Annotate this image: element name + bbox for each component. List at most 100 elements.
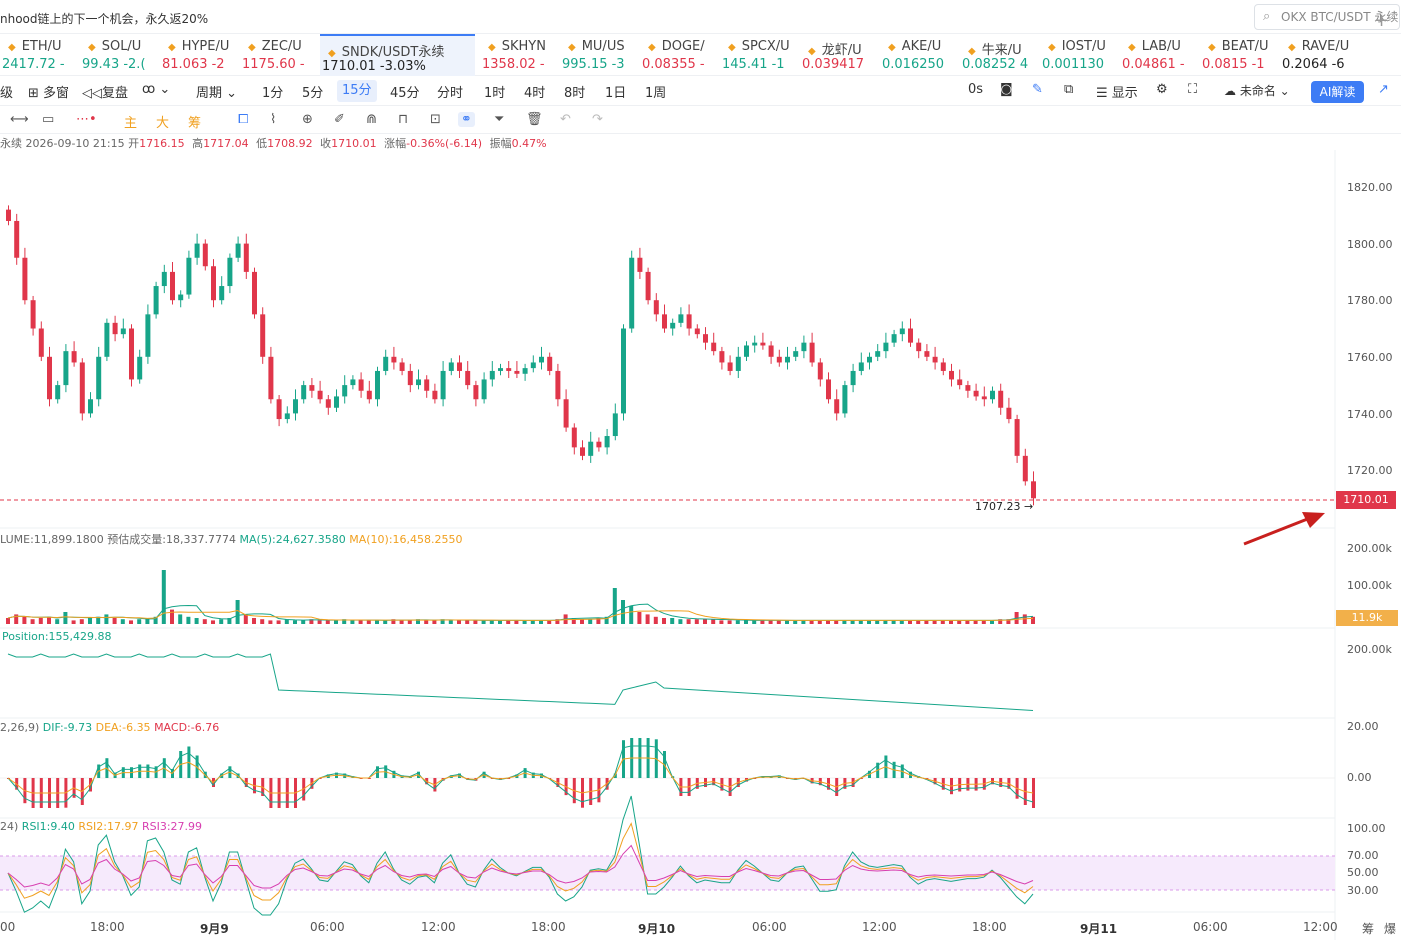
ticker-tab[interactable]: ◆ LAB/U 0.04861 - xyxy=(1120,34,1200,76)
volume-bar xyxy=(670,618,675,624)
candle-body xyxy=(645,271,651,301)
ruler-tool-icon[interactable]: ⌇ xyxy=(270,112,277,127)
ohlc-amp-label: 振幅 xyxy=(489,137,512,150)
line-tool-icon[interactable]: ⟷ xyxy=(10,112,29,127)
share-icon[interactable]: ↗ xyxy=(1378,82,1389,97)
zoom-tool-icon[interactable]: ⊕ xyxy=(302,112,313,127)
period-1w[interactable]: 1周 xyxy=(645,86,667,101)
magnet-tool-icon[interactable]: ⋒ xyxy=(366,112,377,127)
volume-bar xyxy=(719,620,724,624)
ohlc-low-label: 低 xyxy=(256,137,268,150)
main-indicator-button[interactable]: 主 xyxy=(124,116,138,131)
candle-body xyxy=(243,243,249,272)
multi-window-button[interactable]: ⊞ 多窗 xyxy=(28,82,69,101)
ticker-tab[interactable]: ◆ MU/US 995.15 -3 xyxy=(560,34,640,76)
ticker-tab[interactable]: ◆ SKHYN 1358.02 - xyxy=(480,34,560,76)
candle-body xyxy=(211,266,216,301)
candle-body xyxy=(260,314,266,357)
filter-tool-icon[interactable]: ⏷ xyxy=(494,112,505,127)
settings-icon[interactable]: ⚙ xyxy=(1156,82,1168,97)
promo-text[interactable]: nhood链上的下一个机会，永久返20% xyxy=(0,12,209,26)
position-legend: Position:155,429.88 xyxy=(2,630,112,643)
candle-body xyxy=(612,413,618,437)
ticker-tab[interactable]: ◆ SPCX/U 145.41 -1 xyxy=(720,34,800,76)
period-8h[interactable]: 8时 xyxy=(564,86,586,101)
ticker-tab[interactable]: ◆ HYPE/U 81.063 -2 xyxy=(160,34,240,76)
period-45m[interactable]: 45分 xyxy=(390,86,420,101)
hide-tool-icon[interactable]: ⊡ xyxy=(430,112,441,127)
camera-icon[interactable]: ◙ xyxy=(1000,82,1013,97)
volume-bar xyxy=(735,620,740,624)
ticker-price: 0.016250 xyxy=(882,57,945,72)
period-5m[interactable]: 5分 xyxy=(302,86,324,101)
chip-indicator-button[interactable]: 筹 xyxy=(188,116,202,131)
candle-body xyxy=(875,351,881,357)
redo-icon[interactable]: ↷ xyxy=(592,112,603,127)
volume-bar xyxy=(153,616,158,624)
ticker-tab[interactable]: ◆ SNDK/USDT永续 1710.01 -3.03% xyxy=(320,34,475,76)
ticker-tab[interactable]: ◆ 龙虾/U 0.039417 xyxy=(800,34,880,76)
bookmark-tool-icon[interactable]: ⧠ xyxy=(238,112,249,127)
ticker-tab[interactable]: ◆ AKE/U 0.016250 xyxy=(880,34,960,76)
volume-bar xyxy=(96,616,101,624)
candle-body xyxy=(252,271,257,315)
brush-tool-icon[interactable]: ✐ xyxy=(334,112,345,127)
ticker-symbol-text: 龙虾/U xyxy=(821,43,862,58)
layout-name-dropdown[interactable]: ☁ 未命名 ⌄ xyxy=(1224,84,1290,98)
period-1h[interactable]: 1时 xyxy=(484,86,506,101)
ticker-tab[interactable]: ◆ RAVE/U 0.2064 -6 xyxy=(1280,34,1360,76)
rectangle-tool-icon[interactable]: ▭ xyxy=(42,112,55,127)
popout-icon[interactable]: ⧉ xyxy=(1064,82,1074,97)
big-indicator-button[interactable]: 大 xyxy=(156,116,170,131)
candle-body xyxy=(129,328,134,380)
layout-button[interactable]: 级 xyxy=(0,86,14,101)
liquidation-toggle-button[interactable]: 爆 xyxy=(1384,922,1397,936)
dot-line-tool-icon[interactable]: ⋯• xyxy=(76,112,97,127)
candle-body xyxy=(694,328,700,335)
fullscreen-icon[interactable]: ⛶ xyxy=(1188,82,1198,97)
period-1m[interactable]: 1分 xyxy=(262,86,284,101)
ticker-tab[interactable]: ◆ DOGE/0.08355 - xyxy=(640,34,720,76)
period-15m[interactable]: 15分 xyxy=(337,80,377,102)
ticker-tab[interactable]: ◆ BEAT/U 0.0815 -1 xyxy=(1200,34,1280,76)
ticker-symbol-text: IOST/U xyxy=(1061,39,1106,54)
period-timeshare[interactable]: 分时 xyxy=(437,86,464,101)
volume-bar xyxy=(235,600,240,624)
volume-bar xyxy=(530,620,535,624)
replay-button[interactable]: ◁◁复盘 xyxy=(82,82,128,101)
ticker-tab[interactable]: ◆ 牛来/U 0.08252 4 xyxy=(960,34,1040,76)
volume-bar xyxy=(514,620,519,624)
volume-bar xyxy=(30,619,35,624)
ai-analysis-button[interactable]: AI解读 xyxy=(1311,81,1364,103)
candle-body xyxy=(686,314,692,329)
draw-icon[interactable]: ✎ xyxy=(1032,82,1043,97)
ticker-tab[interactable]: ◆ ZEC/U 1175.60 - xyxy=(240,34,320,76)
candle-body xyxy=(932,356,938,363)
search-input[interactable]: ⌕ OKX BTC/USDT 永续 xyxy=(1254,4,1400,30)
chip-toggle-button[interactable]: 筹 xyxy=(1362,922,1375,936)
add-ticker-icon[interactable]: + xyxy=(1374,10,1390,31)
volume-bar xyxy=(662,618,666,624)
display-button[interactable]: ☰ 显示 xyxy=(1096,86,1138,101)
volume-bar xyxy=(366,620,371,624)
ticker-tab[interactable]: ◆ IOST/U 0.001130 xyxy=(1040,34,1120,76)
time-axis-label: 12:00 xyxy=(421,920,456,934)
kline-chart[interactable] xyxy=(0,150,1401,940)
delete-tool-icon[interactable]: 🗑 xyxy=(526,112,543,127)
volume-bar xyxy=(22,616,27,624)
time-axis-label: 9月10 xyxy=(638,922,676,936)
volume-bar xyxy=(63,612,68,624)
ticker-tab[interactable]: ◆ SOL/U 99.43 -2.( xyxy=(80,34,160,76)
period-4h[interactable]: 4时 xyxy=(524,86,546,101)
link-tool-icon[interactable]: ⚭ xyxy=(458,112,475,127)
period-1d[interactable]: 1日 xyxy=(605,86,627,101)
ticker-symbol: ◆ BEAT/U xyxy=(1208,39,1269,54)
ticker-tab[interactable]: ◆ ETH/U 2417.72 - xyxy=(0,34,80,76)
favorite-diamond-icon: ◆ xyxy=(808,46,816,57)
lock-tool-icon[interactable]: ⊓ xyxy=(398,112,409,127)
time-axis-label: 12:00 xyxy=(862,920,897,934)
period-dropdown[interactable]: 周期 ⌄ xyxy=(196,86,238,101)
chart-type-button[interactable]: ꝏ ⌄ xyxy=(142,82,171,97)
volume-bar xyxy=(104,614,109,624)
undo-icon[interactable]: ↶ xyxy=(560,112,571,127)
